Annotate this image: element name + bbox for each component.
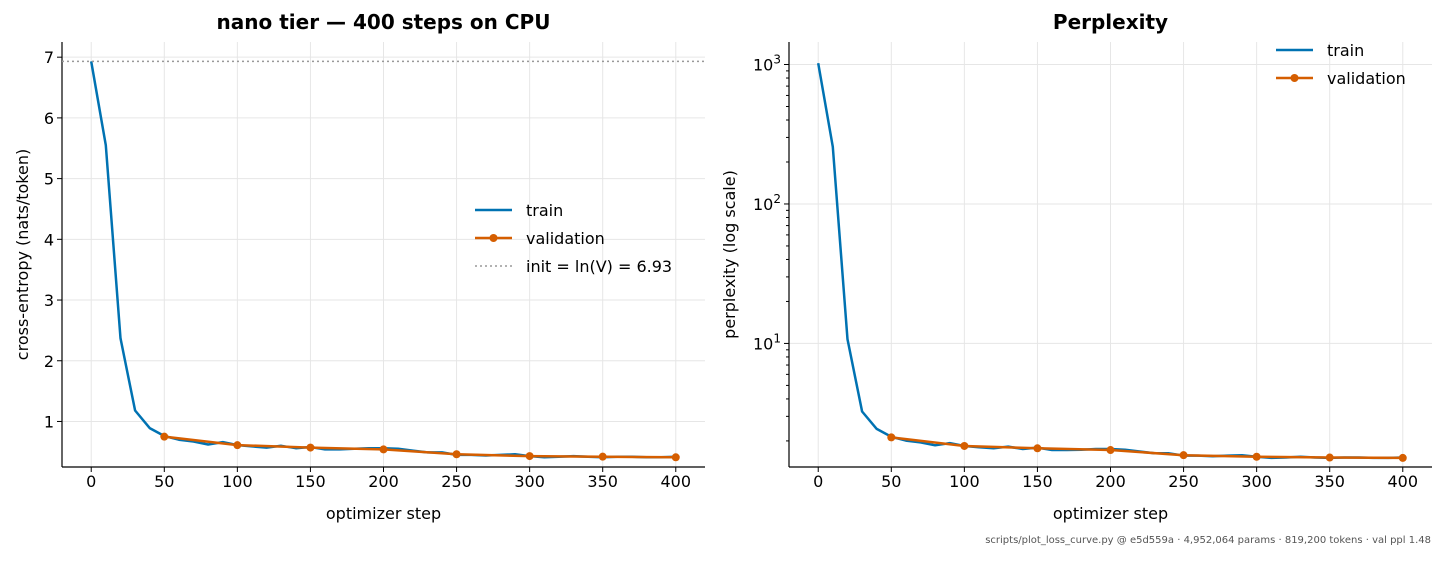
legend-validation-marker xyxy=(1290,74,1299,82)
y-tick-label: 6 xyxy=(44,109,54,128)
x-tick-label: 200 xyxy=(368,472,399,491)
legend-label: init = ln(V) = 6.93 xyxy=(526,257,672,276)
y-tick-label: 4 xyxy=(44,230,54,249)
y-tick-label: 3 xyxy=(44,291,54,310)
x-tick-label: 50 xyxy=(881,472,901,491)
validation-point xyxy=(671,453,680,462)
loss-panel: 0 50 100 150 200 250 300 350 400 1 2 3 4 5 6 7 nano tier… xyxy=(13,10,705,523)
y-tick-label: 101 xyxy=(753,331,781,353)
validation-point xyxy=(379,445,388,454)
validation-point xyxy=(233,441,242,450)
legend-label: train xyxy=(526,201,563,220)
validation-point xyxy=(452,450,461,459)
x-tick-label: 250 xyxy=(1168,472,1199,491)
x-axis-label: optimizer step xyxy=(1053,504,1168,523)
chart-title: Perplexity xyxy=(1053,10,1168,34)
y-tick-label: 103 xyxy=(753,53,781,75)
validation-point xyxy=(1252,452,1261,461)
x-tick-label: 100 xyxy=(949,472,980,491)
validation-series-line xyxy=(164,435,676,459)
x-tick-label: 400 xyxy=(660,472,691,491)
x-tick-label: 300 xyxy=(1241,472,1272,491)
validation-point xyxy=(598,452,607,461)
x-tick-label: 150 xyxy=(295,472,326,491)
validation-point xyxy=(1325,453,1334,462)
legend-validation-marker xyxy=(489,234,498,242)
x-tick-label: 150 xyxy=(1022,472,1053,491)
x-tick-label: 250 xyxy=(441,472,472,491)
y-axis-label: perplexity (log scale) xyxy=(720,170,739,339)
legend-label: validation xyxy=(526,229,605,248)
perplexity-panel: 0 50 100 150 200 250 300 350 400 101 102 103 Perplex… xyxy=(720,10,1432,523)
y-axis-label: cross-entropy (nats/token) xyxy=(13,149,32,360)
chart-title: nano tier — 400 steps on CPU xyxy=(217,10,551,34)
legend-label: validation xyxy=(1327,69,1406,88)
x-tick-label: 350 xyxy=(587,472,618,491)
x-tick-label: 300 xyxy=(514,472,545,491)
validation-point xyxy=(306,443,315,452)
legend-label: train xyxy=(1327,41,1364,60)
x-tick-label: 50 xyxy=(154,472,174,491)
x-tick-label: 100 xyxy=(222,472,253,491)
y-tick-label: 5 xyxy=(44,170,54,189)
y-tick-label: 2 xyxy=(44,352,54,371)
validation-series-line xyxy=(891,436,1403,460)
validation-point xyxy=(160,432,169,441)
validation-point xyxy=(1179,451,1188,460)
validation-point xyxy=(887,433,896,442)
y-tick-label: 7 xyxy=(44,48,54,67)
x-tick-label: 0 xyxy=(86,472,96,491)
validation-point xyxy=(1398,453,1407,462)
validation-point xyxy=(525,452,534,461)
provenance-footer: scripts/plot_loss_curve.py @ e5d559a · 4… xyxy=(985,535,1431,546)
x-tick-label: 200 xyxy=(1095,472,1126,491)
x-tick-label: 0 xyxy=(813,472,823,491)
x-tick-label: 400 xyxy=(1387,472,1418,491)
validation-point xyxy=(1033,444,1042,453)
x-axis-label: optimizer step xyxy=(326,504,441,523)
validation-point xyxy=(960,441,969,450)
validation-point xyxy=(1106,446,1115,455)
y-tick-label: 102 xyxy=(753,192,781,214)
y-tick-label: 1 xyxy=(44,412,54,431)
x-tick-label: 350 xyxy=(1314,472,1345,491)
